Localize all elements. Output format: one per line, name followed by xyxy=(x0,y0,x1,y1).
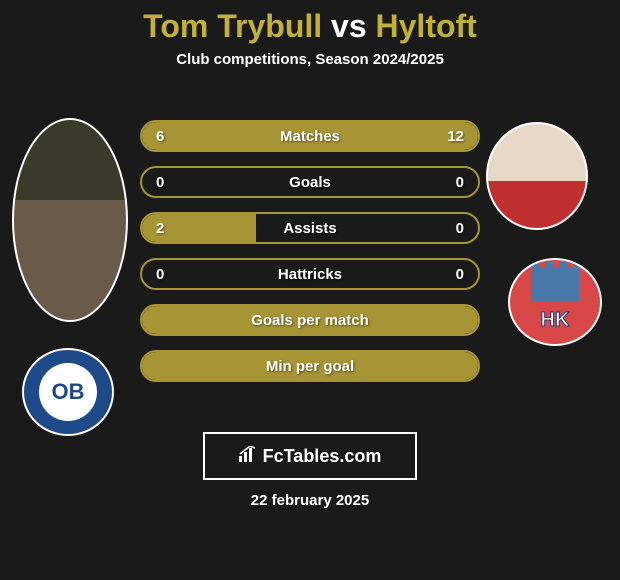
stat-label: Goals xyxy=(142,174,478,191)
stat-row: Goals per match xyxy=(140,304,480,336)
chart-icon xyxy=(239,446,257,467)
stat-label: Hattricks xyxy=(142,266,478,283)
castle-icon xyxy=(531,268,579,302)
stat-row: 612Matches xyxy=(140,120,480,152)
comparison-card: Tom Trybull vs Hyltoft Club competitions… xyxy=(0,0,620,580)
stat-row: Min per goal xyxy=(140,350,480,382)
player1-club-badge: OB xyxy=(22,348,114,436)
brand-text: FcTables.com xyxy=(263,446,382,467)
subtitle: Club competitions, Season 2024/2025 xyxy=(0,51,620,68)
title-vs: vs xyxy=(331,8,367,44)
brand-box: FcTables.com xyxy=(203,432,417,480)
club2-text: HK xyxy=(510,309,600,332)
player2-avatar xyxy=(486,122,588,230)
stat-label: Goals per match xyxy=(142,312,478,329)
stat-row: 00Hattricks xyxy=(140,258,480,290)
stat-row: 20Assists xyxy=(140,212,480,244)
stats-panel: 612Matches 00Goals 20Assists 00Hattricks Goa… xyxy=(140,120,480,396)
stat-row: 00Goals xyxy=(140,166,480,198)
stat-label: Min per goal xyxy=(142,358,478,375)
title-player2: Hyltoft xyxy=(376,8,477,44)
page-title: Tom Trybull vs Hyltoft xyxy=(0,8,620,45)
club1-text: OB xyxy=(39,363,97,421)
player2-club-badge: HK xyxy=(508,258,602,346)
stat-label: Assists xyxy=(142,220,478,237)
player1-avatar xyxy=(12,118,128,322)
stat-label: Matches xyxy=(142,128,478,145)
date-text: 22 february 2025 xyxy=(0,492,620,509)
title-player1: Tom Trybull xyxy=(143,8,322,44)
